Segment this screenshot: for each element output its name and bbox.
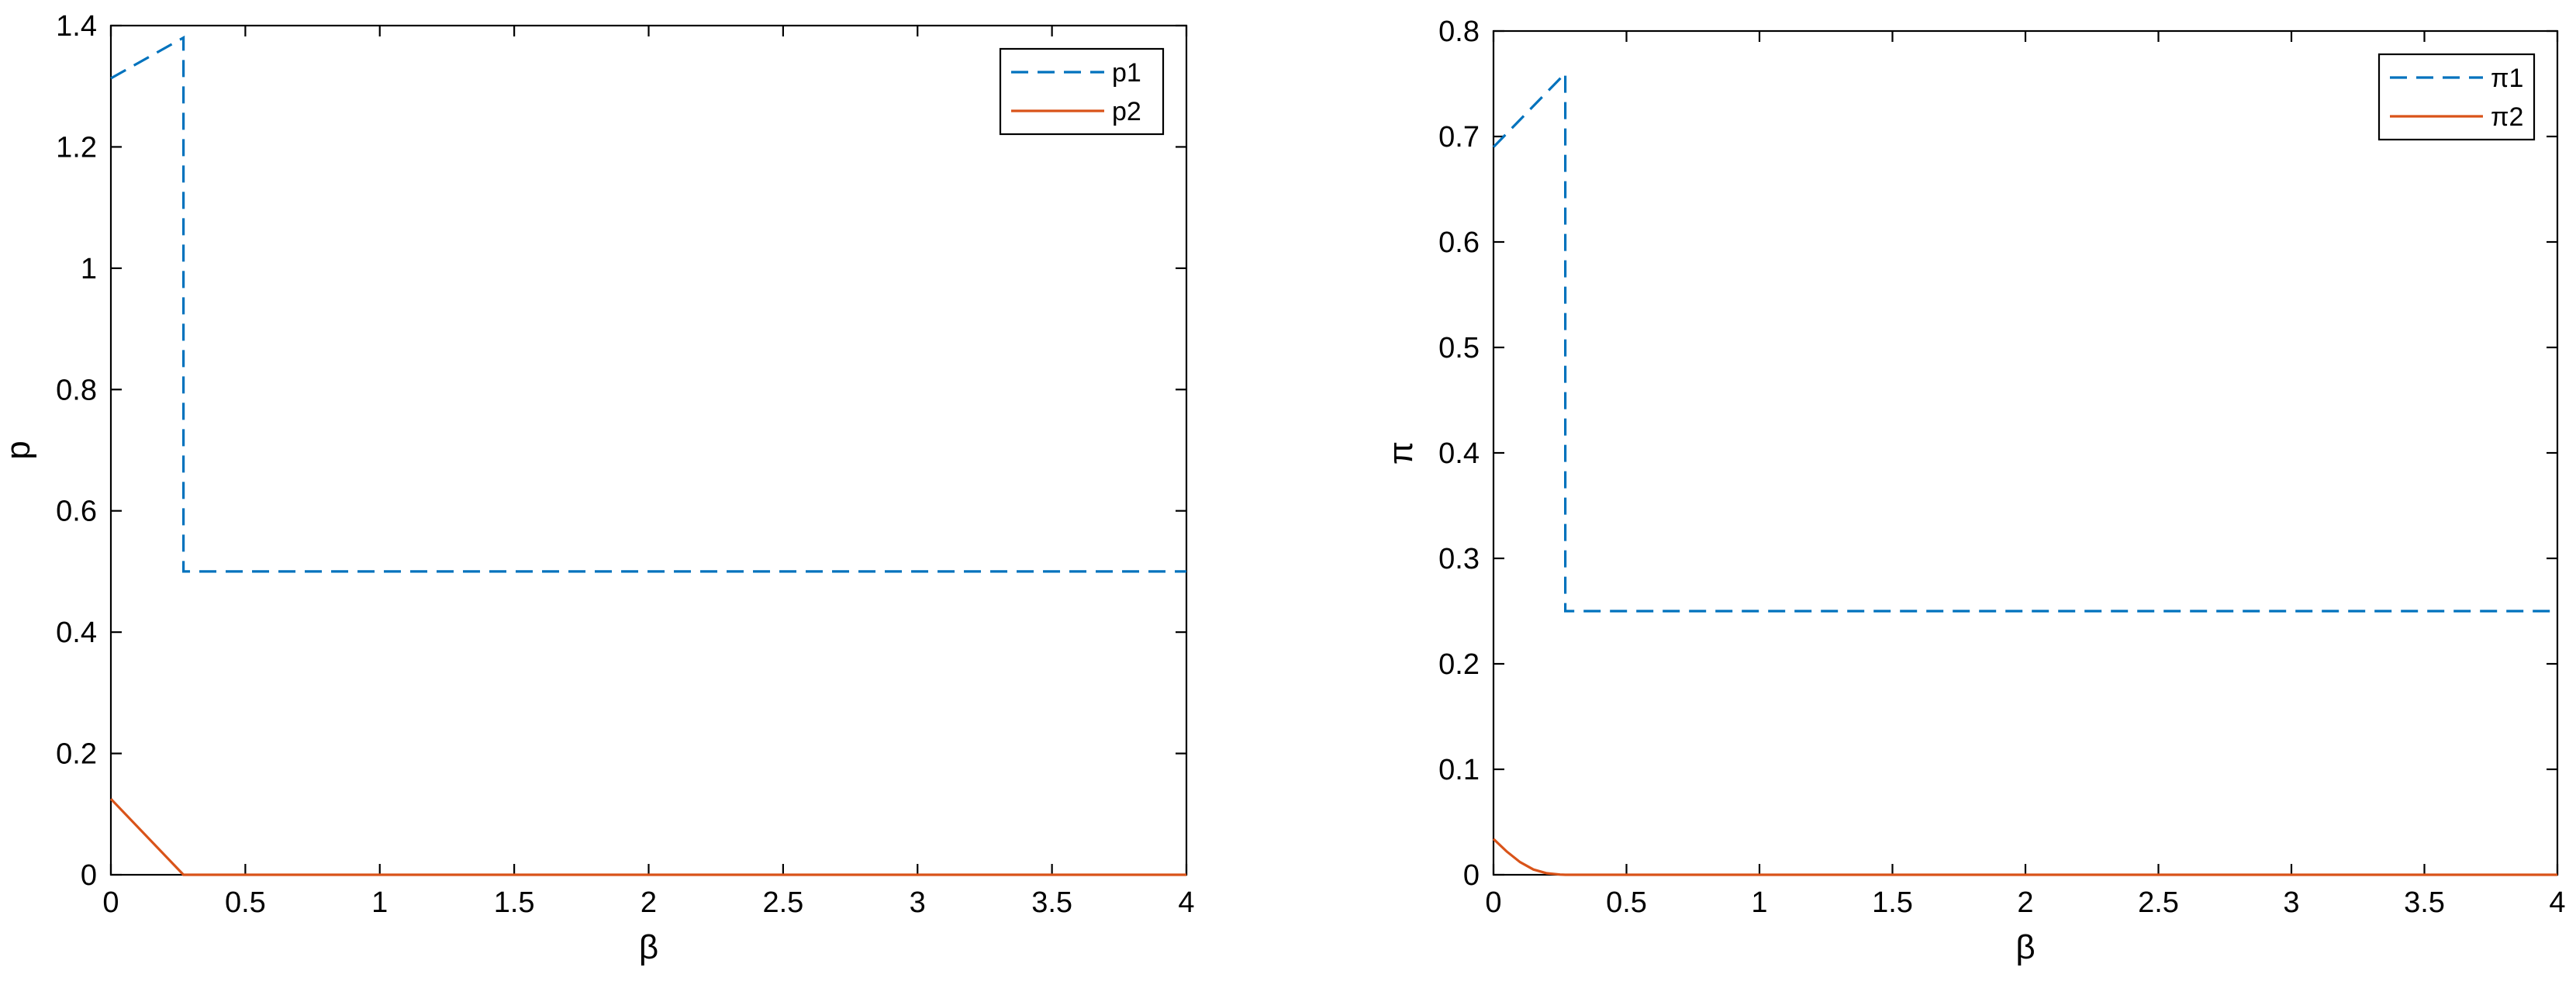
x-tick-label: 0.5 — [225, 886, 266, 919]
x-axis-label: β — [2015, 928, 2035, 966]
plot-frame — [1492, 29, 2559, 876]
series-line-p2 — [109, 798, 1186, 876]
y-tick-label: 0 — [81, 859, 97, 892]
x-tick-label: 1.5 — [494, 886, 535, 919]
legend-entry-π2: π2 — [2491, 102, 2523, 132]
x-tick-label: 1 — [371, 886, 388, 919]
y-tick-label: 0 — [1463, 859, 1480, 892]
series-line-p1 — [110, 35, 1186, 573]
y-tick-label: 0.2 — [56, 738, 97, 771]
x-tick-label: 2.5 — [2138, 886, 2179, 919]
legend-box — [2377, 53, 2536, 141]
x-tick-label: 2 — [2017, 886, 2033, 919]
y-axis-label: π — [1382, 441, 1420, 465]
x-tick-label: 1 — [1751, 886, 1767, 919]
legend-entry-p1: p1 — [1112, 58, 1141, 88]
plot-frame — [109, 24, 1188, 876]
x-tick-label: 3.5 — [1031, 886, 1072, 919]
x-tick-label: 0 — [102, 886, 119, 919]
x-axis-label: β — [639, 928, 658, 966]
x-tick-label: 0.5 — [1606, 886, 1647, 919]
chart-p-vs-beta: 0 0.5 1 1.5 2 2.5 3 3.5 4 0 0.2 0.4 0.6 0.8 1 1.2 1.4 β p p… — [0, 10, 1195, 966]
series-line-π1 — [1492, 70, 2557, 613]
x-tick-label: 1.5 — [1872, 886, 1913, 919]
y-tick-label: 0.4 — [1438, 437, 1480, 470]
y-tick-label: 0.8 — [56, 374, 97, 406]
y-tick-label: 0.6 — [1438, 226, 1480, 259]
y-axis-label: p — [0, 440, 37, 459]
x-tick-label: 3 — [2283, 886, 2299, 919]
x-tick-label: 2.5 — [762, 886, 803, 919]
x-tick-label: 3 — [910, 886, 926, 919]
y-tick-label: 0.8 — [1438, 16, 1480, 48]
y-tick-label: 0.3 — [1438, 543, 1480, 575]
legend-box — [999, 47, 1165, 136]
y-tick-label: 0.4 — [56, 617, 97, 649]
y-tick-label: 1.2 — [56, 131, 97, 164]
series-line-π2 — [1492, 838, 2557, 876]
y-tick-label: 0.5 — [1438, 332, 1480, 364]
legend-entry-p2: p2 — [1112, 97, 1141, 126]
legend-entry-π1: π1 — [2491, 64, 2523, 93]
x-tick-label: 2 — [641, 886, 657, 919]
y-tick-label: 0.6 — [56, 496, 97, 528]
x-tick-label: 0 — [1485, 886, 1501, 919]
y-tick-label: 0.1 — [1438, 754, 1480, 786]
y-tick-label: 1 — [81, 253, 97, 285]
y-tick-label: 0.7 — [1438, 121, 1480, 154]
x-tick-label: 4 — [1178, 886, 1194, 919]
x-tick-label: 4 — [2549, 886, 2565, 919]
y-tick-label: 1.4 — [56, 10, 97, 43]
chart-pi-vs-beta: 0 0.5 1 1.5 2 2.5 3 3.5 4 0 0.1 0.2 0.3 0.4 0.5 0.6 0.7 0… — [1382, 16, 2566, 966]
y-tick-label: 0.2 — [1438, 648, 1480, 681]
x-tick-label: 3.5 — [2404, 886, 2445, 919]
